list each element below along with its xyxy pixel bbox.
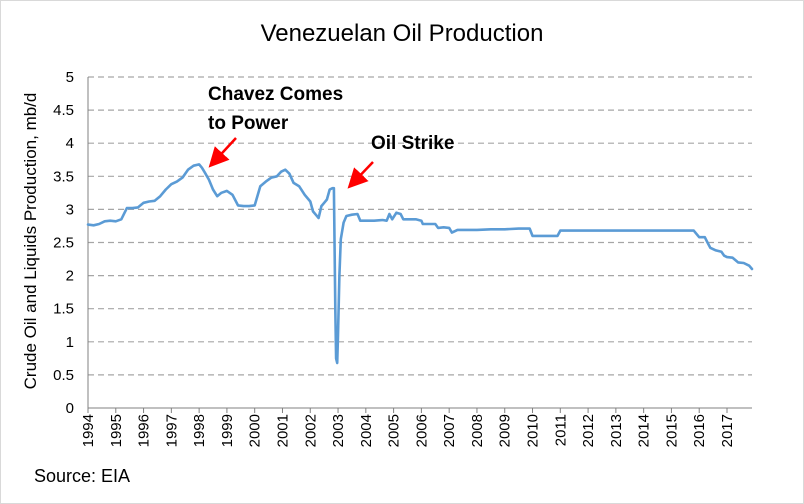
x-tick-label: 2009 xyxy=(497,414,514,447)
annotation-arrow xyxy=(347,161,374,189)
x-tick-label: 1995 xyxy=(108,414,125,447)
x-tick-label: 1994 xyxy=(80,414,97,447)
y-tick-label: 3.5 xyxy=(53,168,74,185)
x-tick-label: 2006 xyxy=(413,414,430,447)
x-tick-label: 2004 xyxy=(358,414,375,447)
x-tick-labels: 1994 1995 1996 1997 1998 1999 2000 2001 2002 2003… xyxy=(80,414,736,447)
x-tick-label: 2002 xyxy=(302,414,319,447)
x-tick-label: 1998 xyxy=(191,414,208,447)
y-tick-label: 5 xyxy=(66,69,74,86)
annotation-text: Oil Strike xyxy=(371,133,454,154)
x-tick-label: 2010 xyxy=(525,414,542,447)
x-tick-label: 2016 xyxy=(691,414,708,447)
x-tick-label: 2001 xyxy=(274,414,291,447)
x-tick-label: 2003 xyxy=(330,414,347,447)
y-tick-label: 2.5 xyxy=(53,235,74,252)
y-tick-labels: 0 0.5 1 1.5 2 2.5 3 3.5 4 4.5 5 xyxy=(53,69,74,417)
x-tick-label: 2014 xyxy=(636,414,653,447)
grid-lines xyxy=(88,76,752,376)
x-tick-label: 2007 xyxy=(441,414,458,447)
y-tick-label: 3 xyxy=(66,201,74,218)
x-tick-label: 1996 xyxy=(136,414,153,447)
x-tick-label: 2005 xyxy=(386,414,403,447)
y-tick-label: 1.5 xyxy=(53,301,74,318)
annotations: Chavez Comes to Power Oil Strike xyxy=(208,84,454,189)
x-tick-label: 2000 xyxy=(247,414,264,447)
x-tick-label: 2015 xyxy=(663,414,680,447)
source-note: Source: EIA xyxy=(34,466,131,486)
x-tick-label: 1997 xyxy=(163,414,180,447)
x-tick-label: 2017 xyxy=(719,414,736,447)
y-tick-label: 2 xyxy=(66,268,74,285)
x-tick-label: 2011 xyxy=(552,414,569,446)
x-tick-label: 2013 xyxy=(608,414,625,447)
y-tick-label: 0.5 xyxy=(53,367,74,384)
chart-title: Venezuelan Oil Production xyxy=(260,20,544,47)
x-tick-label: 2012 xyxy=(580,414,597,447)
x-tick-label: 1999 xyxy=(219,414,236,447)
x-tick-label: 2008 xyxy=(469,414,486,447)
y-tick-label: 1 xyxy=(66,334,74,351)
y-tick-label: 4.5 xyxy=(53,102,74,119)
y-tick-label: 0 xyxy=(66,400,74,417)
annotation-text: Chavez Comes to Power xyxy=(208,84,343,134)
y-axis-label: Crude Oil and Liquids Production, mb/d xyxy=(21,93,40,390)
axes xyxy=(87,77,752,413)
y-tick-label: 4 xyxy=(66,135,74,152)
annotation-arrow xyxy=(208,137,237,168)
series-line xyxy=(86,163,754,365)
series xyxy=(86,163,754,365)
